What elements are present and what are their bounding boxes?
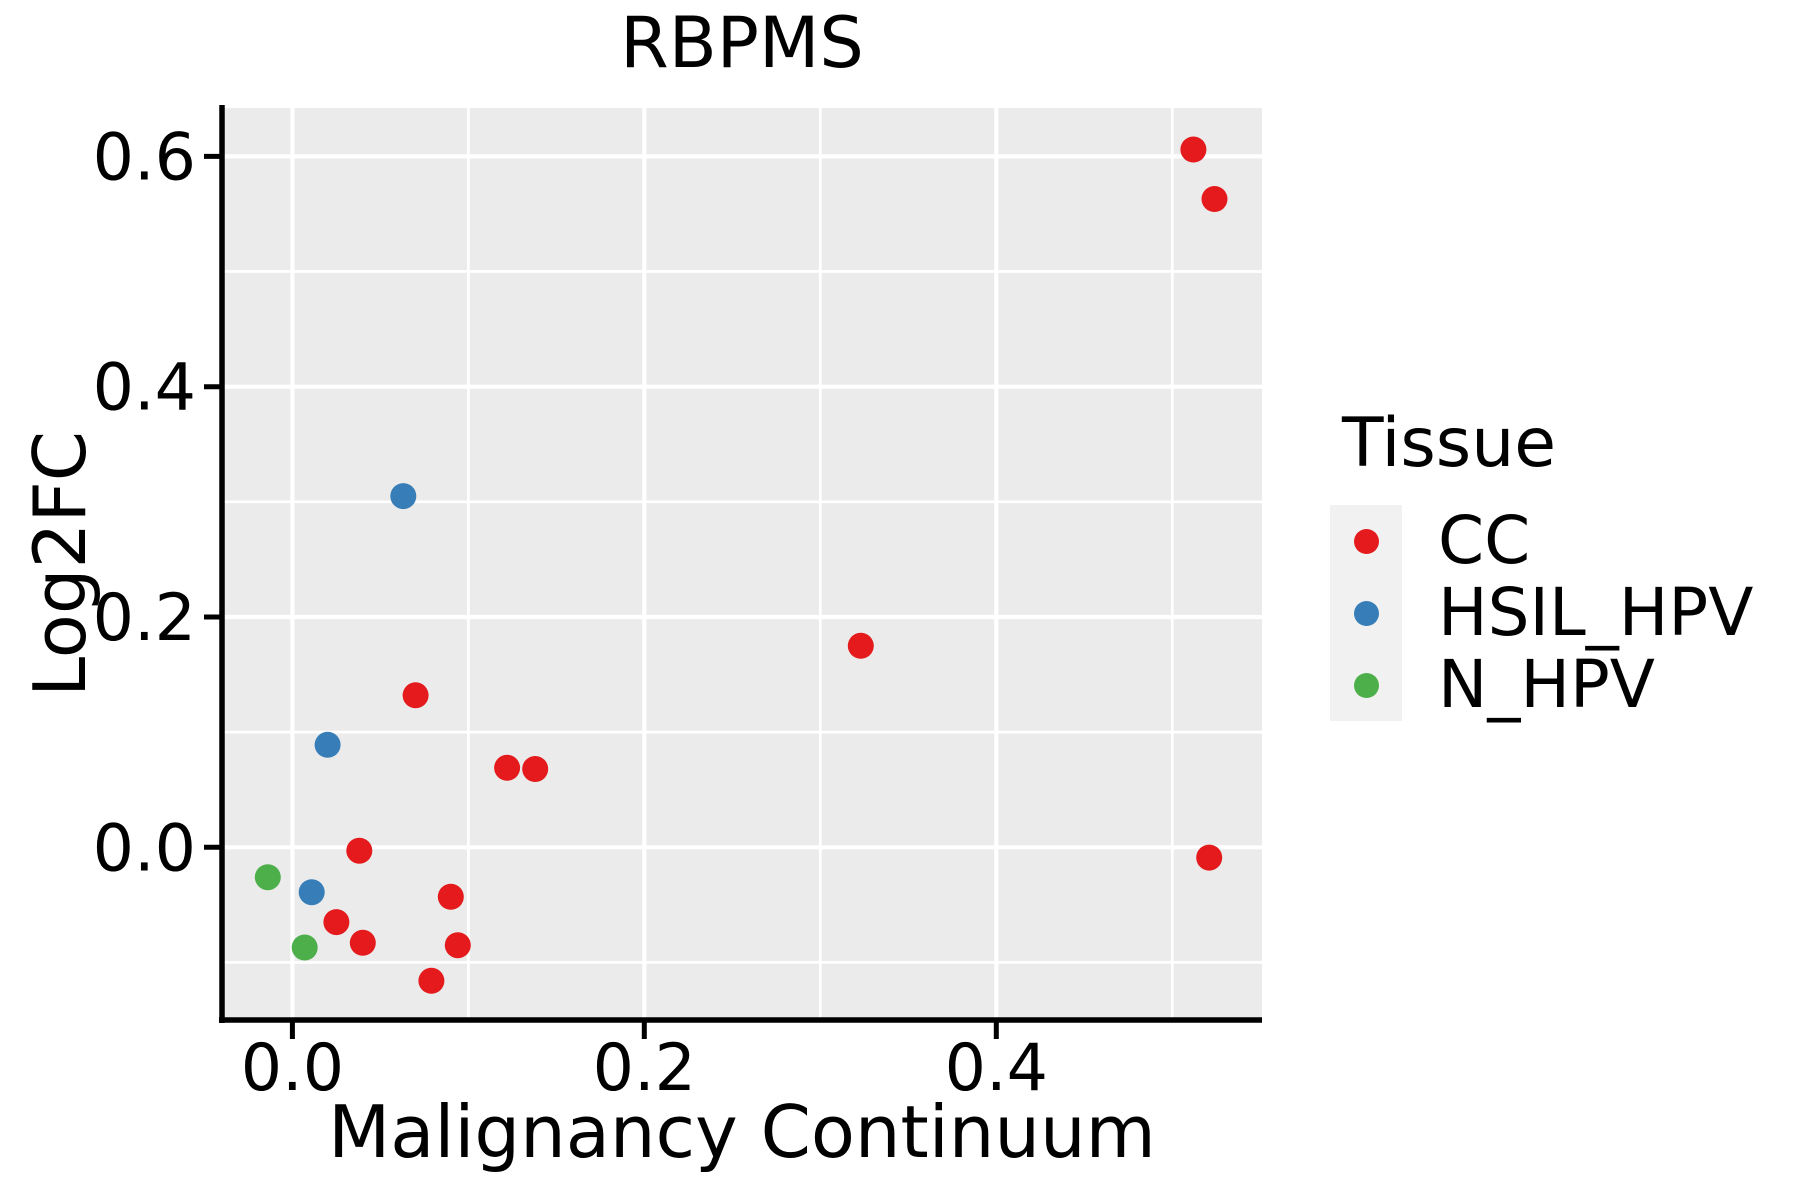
legend-key [1330, 505, 1402, 577]
panel-background [222, 108, 1262, 1020]
svg-text:0.4: 0.4 [93, 351, 196, 426]
data-points [254, 136, 1228, 994]
point-HSIL_HPV [390, 483, 417, 510]
legend-item-n-hpv: N_HPV [1330, 649, 1753, 721]
point-CC [418, 967, 445, 994]
point-CC [346, 837, 373, 864]
cc-swatch-icon [1353, 528, 1379, 554]
point-CC [1201, 186, 1228, 212]
y-axis-title: Log2FC [18, 430, 102, 698]
y-axis-ticks [204, 153, 222, 850]
hsil-hpv-swatch-icon [1353, 600, 1379, 626]
x-tick-labels: 0.0 0.2 0.4 [241, 1031, 1048, 1106]
point-CC [323, 909, 350, 936]
svg-text:0.2: 0.2 [593, 1031, 696, 1106]
point-HSIL_HPV [314, 731, 341, 758]
legend-item-hsil-hpv: HSIL_HPV [1330, 577, 1753, 649]
minor-gridlines [222, 108, 1262, 1020]
n-hpv-swatch-icon [1353, 672, 1379, 698]
point-N_HPV [254, 864, 281, 891]
svg-text:0.0: 0.0 [241, 1031, 344, 1106]
svg-text:0.6: 0.6 [93, 120, 196, 195]
point-CC [444, 932, 471, 959]
point-CC [1180, 136, 1207, 163]
x-axis-ticks [289, 1020, 999, 1039]
point-HSIL_HPV [298, 879, 325, 906]
svg-text:0.2: 0.2 [93, 581, 196, 656]
plot-title: RBPMS [620, 2, 864, 84]
y-tick-labels: 0.0 0.2 0.4 0.6 [93, 120, 196, 886]
point-CC [349, 929, 376, 956]
legend-item-cc: CC [1330, 505, 1753, 577]
point-N_HPV [291, 934, 318, 961]
x-axis-title: Malignancy Continuum [328, 1090, 1156, 1174]
legend-label-n-hpv: N_HPV [1438, 646, 1655, 723]
point-CC [402, 682, 429, 709]
legend-title: Tissue [1342, 404, 1557, 483]
legend-label-cc: CC [1438, 502, 1531, 579]
point-CC [522, 756, 549, 782]
point-CC [494, 754, 521, 781]
svg-text:0.4: 0.4 [945, 1031, 1048, 1106]
legend-label-hsil-hpv: HSIL_HPV [1438, 574, 1754, 651]
legend-key [1330, 649, 1402, 721]
major-gridlines [222, 108, 1262, 1020]
legend: Tissue CC HSIL_HPV N_HPV [1330, 410, 1753, 721]
point-CC [1196, 844, 1223, 871]
svg-text:0.0: 0.0 [93, 811, 196, 886]
point-CC [847, 632, 874, 659]
point-CC [437, 883, 464, 910]
legend-key [1330, 577, 1402, 649]
